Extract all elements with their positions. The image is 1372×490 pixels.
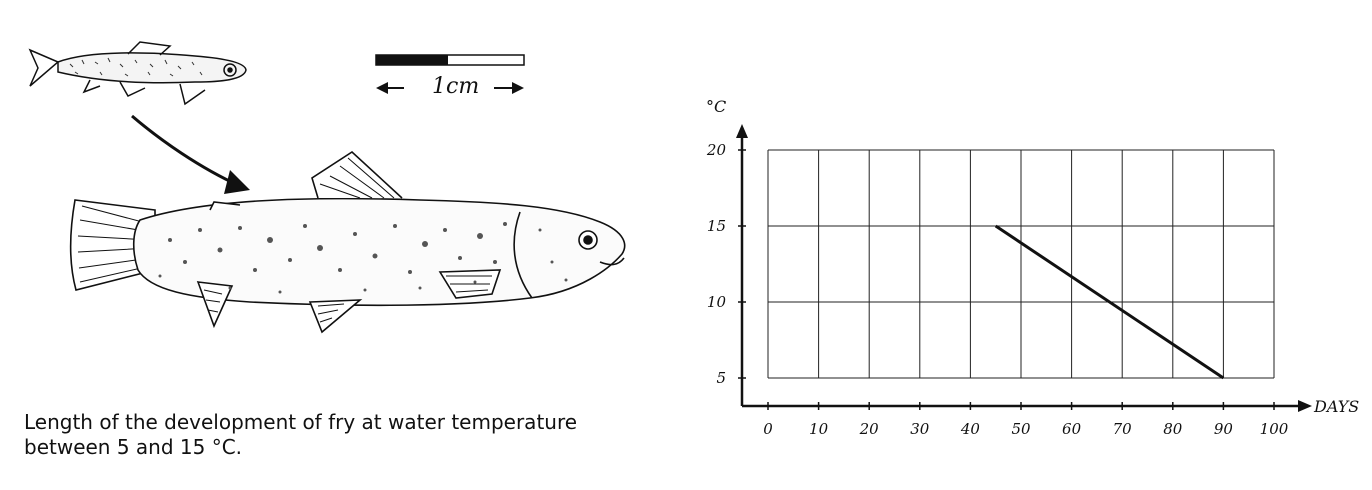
x-tick-label: 80 — [1163, 420, 1183, 438]
arrow-icon — [131, 114, 250, 194]
x-tick-label: 100 — [1260, 420, 1289, 438]
y-axis-label: °C — [706, 97, 726, 116]
y-axis-arrow-icon — [736, 124, 748, 138]
x-tick-label: 20 — [859, 420, 880, 438]
scale-bar-label: 1cm — [432, 74, 480, 99]
x-axis-label: DAYS — [1313, 397, 1359, 416]
large-fry-drawing — [69, 150, 626, 334]
x-tick-label: 60 — [1062, 420, 1082, 438]
y-tick-label: 5 — [716, 369, 726, 387]
fry-illustration — [28, 41, 626, 334]
series-line — [994, 224, 1225, 380]
x-tick-label: 90 — [1214, 420, 1234, 438]
x-axis-arrow-icon — [1298, 400, 1312, 412]
y-tick-label: 10 — [707, 293, 727, 311]
x-tick-label: 0 — [763, 420, 773, 438]
y-tick-label: 15 — [707, 217, 726, 235]
caption-line-1: Length of the development of fry at wate… — [24, 410, 578, 434]
scale-bar — [375, 54, 525, 94]
x-tick-label: 70 — [1113, 420, 1133, 438]
x-tick-label: 50 — [1011, 420, 1031, 438]
x-tick-label: 40 — [960, 420, 981, 438]
caption-line-2: between 5 and 15 °C. — [24, 435, 243, 459]
small-fry-drawing — [28, 41, 247, 106]
x-tick-label: 30 — [910, 420, 930, 438]
x-tick-label: 10 — [809, 420, 829, 438]
figure-caption: Length of the development of fry at wate… — [24, 410, 664, 460]
y-tick-label: 20 — [706, 141, 727, 159]
temperature-days-chart: 0 10 20 30 40 50 60 70 80 90 100 5 10 15 20 °C DAYS — [706, 97, 1359, 438]
